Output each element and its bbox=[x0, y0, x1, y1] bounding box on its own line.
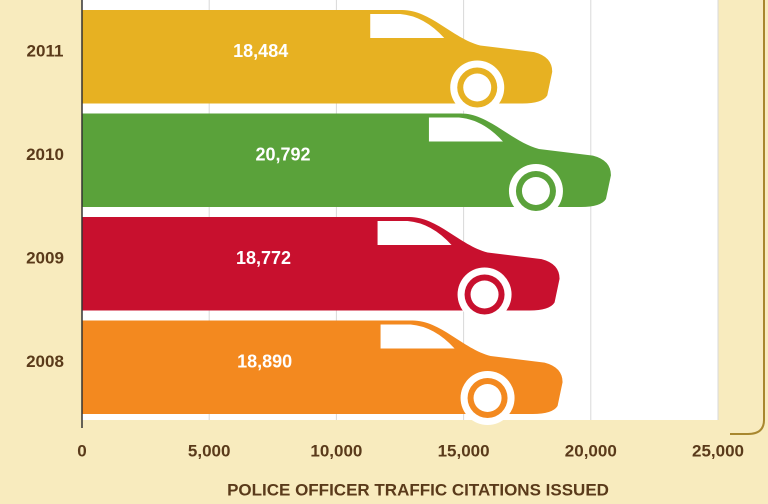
value-label: 18,484 bbox=[233, 41, 288, 61]
car-wheel-hub bbox=[474, 384, 502, 412]
y-tick-label: 2009 bbox=[26, 249, 64, 268]
x-tick-label: 10,000 bbox=[310, 441, 362, 460]
y-tick-label: 2011 bbox=[27, 42, 64, 61]
value-label: 20,792 bbox=[255, 144, 310, 164]
value-label: 18,772 bbox=[236, 248, 291, 268]
value-label: 18,890 bbox=[237, 351, 292, 371]
car-wheel-hub bbox=[463, 74, 491, 102]
car-wheel-hub bbox=[471, 281, 499, 309]
x-tick-label: 15,000 bbox=[438, 441, 490, 460]
y-tick-label: 2008 bbox=[26, 352, 64, 371]
x-tick-label: 5,000 bbox=[188, 441, 231, 460]
chart: 18,484 20,792 18,772 18,890 POLICE OFFICER … bbox=[0, 0, 768, 504]
x-tick-label: 20,000 bbox=[565, 441, 617, 460]
x-tick-label: 0 bbox=[77, 441, 86, 460]
y-tick-label: 2010 bbox=[26, 145, 64, 164]
x-tick-label: 25,000 bbox=[692, 441, 744, 460]
x-axis-title: POLICE OFFICER TRAFFIC CITATIONS ISSUED bbox=[227, 480, 609, 499]
car-wheel-hub bbox=[522, 177, 550, 205]
